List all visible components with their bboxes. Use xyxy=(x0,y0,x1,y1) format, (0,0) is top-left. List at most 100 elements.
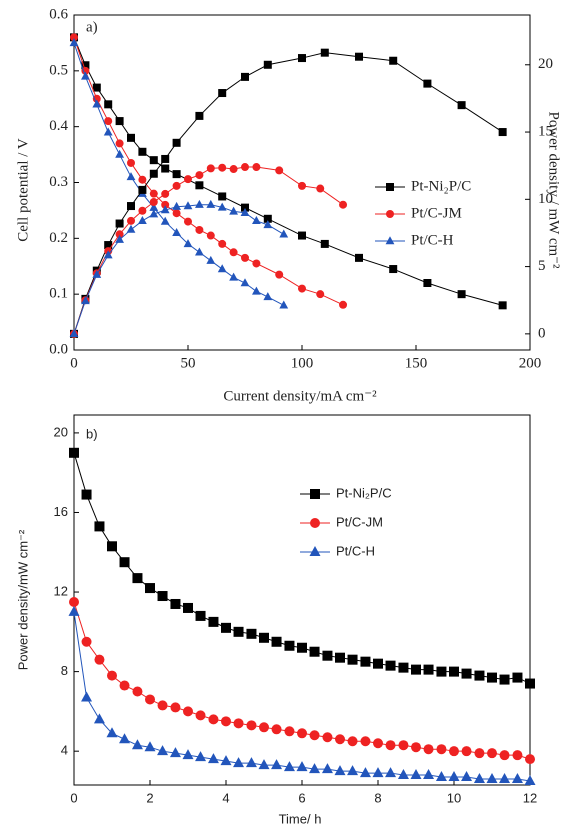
marker xyxy=(115,234,124,243)
marker xyxy=(170,702,181,713)
marker xyxy=(297,728,307,739)
marker xyxy=(423,664,434,675)
marker xyxy=(398,740,409,751)
marker xyxy=(461,746,472,757)
series-line xyxy=(73,204,285,335)
marker xyxy=(206,255,216,264)
panel-a: 0 50 100 150 200 0.0 0.1 0.2 0.3 0.4 0.5 0.6 0 5 10 15 2… xyxy=(15,6,561,404)
marker xyxy=(263,60,272,69)
marker xyxy=(498,128,507,137)
marker xyxy=(360,736,371,747)
marker xyxy=(217,264,227,273)
panel-label: a) xyxy=(86,19,98,35)
marker xyxy=(373,738,383,749)
marker xyxy=(347,654,358,665)
marker xyxy=(385,236,395,245)
marker xyxy=(195,751,207,762)
marker xyxy=(461,668,472,679)
marker xyxy=(70,33,78,42)
marker xyxy=(206,199,216,208)
marker xyxy=(474,748,485,759)
marker xyxy=(161,200,170,209)
marker xyxy=(321,763,333,774)
marker xyxy=(172,227,181,236)
marker xyxy=(195,225,204,234)
marker xyxy=(195,247,204,256)
marker xyxy=(279,300,289,309)
marker xyxy=(512,750,523,761)
marker xyxy=(258,759,270,770)
marker xyxy=(69,447,79,458)
marker xyxy=(499,674,510,685)
marker xyxy=(81,691,93,702)
marker xyxy=(149,202,159,211)
marker xyxy=(207,753,219,764)
marker xyxy=(241,72,249,81)
series-line xyxy=(73,37,503,306)
marker xyxy=(252,286,261,295)
x-axis-label: Time/ h xyxy=(279,811,322,826)
marker xyxy=(217,202,227,211)
marker xyxy=(309,730,320,741)
marker xyxy=(132,686,143,697)
legend-label: Pt/C-JM xyxy=(411,205,462,221)
marker xyxy=(320,48,329,57)
marker xyxy=(138,147,147,156)
marker xyxy=(149,169,158,178)
marker xyxy=(275,270,284,279)
marker xyxy=(127,202,135,211)
marker xyxy=(449,666,459,677)
y-axis-label: Power density/mW cm⁻² xyxy=(15,529,30,670)
y-tick-label: 0.6 xyxy=(49,6,68,22)
marker xyxy=(499,750,510,761)
marker xyxy=(138,185,147,194)
marker xyxy=(252,216,261,225)
marker xyxy=(389,56,398,65)
marker xyxy=(259,632,269,643)
legend-label: Pt/C-H xyxy=(336,543,375,558)
marker xyxy=(524,775,536,786)
marker xyxy=(245,757,257,768)
marker xyxy=(81,66,90,75)
marker xyxy=(218,192,227,201)
marker xyxy=(487,748,497,759)
marker xyxy=(241,203,249,212)
y-tick-label: 16 xyxy=(54,504,68,519)
marker xyxy=(229,272,238,281)
marker xyxy=(138,216,147,225)
marker xyxy=(296,761,308,772)
marker xyxy=(436,744,447,755)
marker xyxy=(252,259,261,268)
marker xyxy=(195,111,204,120)
marker xyxy=(69,329,79,338)
marker xyxy=(149,198,158,207)
marker xyxy=(423,744,434,755)
marker xyxy=(81,636,92,647)
marker xyxy=(104,241,113,250)
y-tick-label: 0.5 xyxy=(49,62,68,78)
marker xyxy=(271,636,282,647)
marker xyxy=(322,732,333,743)
marker xyxy=(138,206,147,215)
marker xyxy=(263,220,273,229)
marker xyxy=(160,216,170,225)
x-tick-label: 4 xyxy=(222,790,229,805)
marker xyxy=(359,767,371,778)
marker xyxy=(81,489,92,500)
x-axis-label: Current density/mA cm⁻² xyxy=(223,388,377,404)
x-tick-label: 6 xyxy=(298,790,305,805)
marker xyxy=(104,100,113,109)
y-tick-label: 8 xyxy=(61,663,68,678)
marker xyxy=(525,678,535,689)
marker xyxy=(131,739,143,750)
marker xyxy=(126,172,136,181)
y-tick-label: 20 xyxy=(54,424,68,439)
y2-tick-label: 5 xyxy=(538,258,546,274)
marker xyxy=(127,216,135,225)
marker xyxy=(410,769,422,780)
marker xyxy=(525,754,535,765)
marker xyxy=(457,101,466,110)
panel-label: b) xyxy=(86,426,98,441)
marker xyxy=(195,710,206,721)
